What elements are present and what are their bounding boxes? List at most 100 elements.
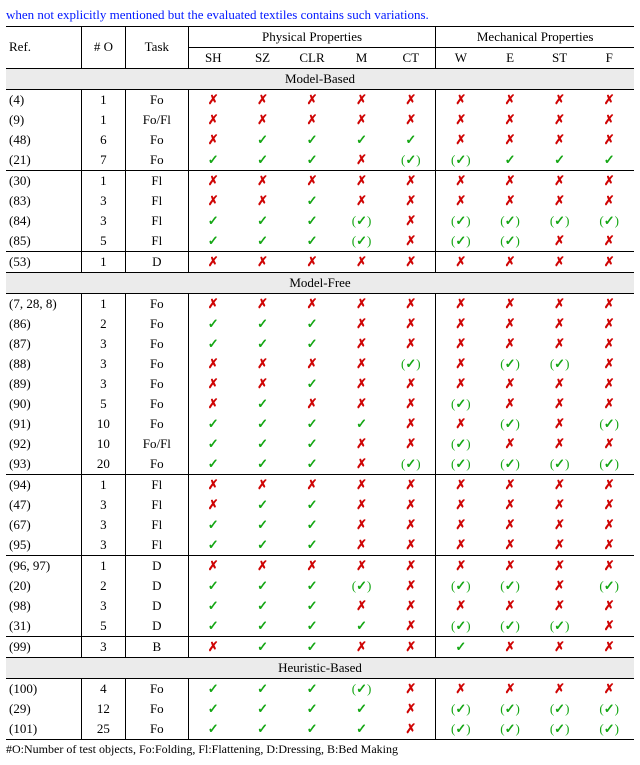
- cell-mark: ✗: [386, 374, 436, 394]
- cross-icon: ✗: [405, 558, 416, 573]
- partial-check-icon: (✓): [352, 578, 372, 593]
- cell-mark: (✓): [436, 434, 486, 454]
- cross-icon: ✗: [405, 618, 416, 633]
- cell-mark: ✗: [287, 293, 337, 314]
- cell-task: Fo/Fl: [125, 110, 188, 130]
- cell-mark: ✗: [188, 354, 238, 374]
- partial-check-icon: (✓): [550, 456, 570, 471]
- cell-task: D: [125, 251, 188, 272]
- cell-ref: (91): [6, 414, 81, 434]
- col-ref: Ref.: [6, 26, 81, 68]
- table-row: (91)10Fo✓✓✓✓✗✗(✓)✗(✓): [6, 414, 634, 434]
- partial-check-icon: (✓): [401, 152, 421, 167]
- cell-task: Fl: [125, 191, 188, 211]
- cross-icon: ✗: [455, 254, 466, 269]
- cross-icon: ✗: [505, 132, 516, 147]
- check-icon: ✓: [208, 233, 219, 248]
- cross-icon: ✗: [455, 193, 466, 208]
- check-icon: ✓: [307, 517, 318, 532]
- cell-ref: (48): [6, 130, 81, 150]
- table-row: (96, 97)1D✗✗✗✗✗✗✗✗✗: [6, 555, 634, 576]
- cell-mark: ✗: [535, 474, 585, 495]
- cell-mark: ✓: [238, 231, 288, 252]
- cell-mark: ✗: [535, 334, 585, 354]
- cell-mark: ✗: [436, 130, 486, 150]
- cell-mark: ✗: [238, 191, 288, 211]
- cross-icon: ✗: [405, 477, 416, 492]
- cell-mark: (✓): [436, 699, 486, 719]
- table-row: (94)1Fl✗✗✗✗✗✗✗✗✗: [6, 474, 634, 495]
- cross-icon: ✗: [257, 356, 268, 371]
- cross-icon: ✗: [554, 396, 565, 411]
- cell-mark: ✓: [188, 314, 238, 334]
- col-ct: CT: [386, 47, 436, 68]
- cross-icon: ✗: [405, 681, 416, 696]
- cross-icon: ✗: [505, 681, 516, 696]
- cell-mark: ✗: [188, 374, 238, 394]
- cell-task: D: [125, 576, 188, 596]
- cell-task: Fl: [125, 170, 188, 191]
- cell-mark: ✗: [535, 535, 585, 556]
- cell-task: Fl: [125, 495, 188, 515]
- cross-icon: ✗: [356, 254, 367, 269]
- check-icon: ✓: [208, 537, 219, 552]
- cell-mark: ✓: [287, 535, 337, 556]
- cell-mark: ✗: [436, 374, 486, 394]
- cross-icon: ✗: [257, 112, 268, 127]
- cross-icon: ✗: [356, 456, 367, 471]
- cell-mark: (✓): [535, 354, 585, 374]
- cell-task: D: [125, 596, 188, 616]
- check-icon: ✓: [307, 376, 318, 391]
- cell-mark: ✗: [535, 495, 585, 515]
- cell-numo: 3: [81, 495, 125, 515]
- cell-mark: ✗: [584, 394, 634, 414]
- check-icon: ✓: [208, 213, 219, 228]
- cross-icon: ✗: [604, 598, 615, 613]
- cell-numo: 3: [81, 535, 125, 556]
- cell-ref: (83): [6, 191, 81, 211]
- cell-numo: 6: [81, 130, 125, 150]
- cross-icon: ✗: [208, 173, 219, 188]
- cell-mark: ✗: [584, 374, 634, 394]
- cell-mark: ✓: [287, 596, 337, 616]
- cell-mark: ✓: [287, 454, 337, 475]
- cross-icon: ✗: [554, 132, 565, 147]
- cell-mark: ✓: [188, 150, 238, 171]
- cross-icon: ✗: [405, 376, 416, 391]
- cross-icon: ✗: [405, 497, 416, 512]
- cell-mark: (✓): [485, 454, 535, 475]
- cell-mark: ✗: [584, 89, 634, 110]
- check-icon: ✓: [307, 233, 318, 248]
- properties-table: Ref. # O Task Physical Properties Mechan…: [6, 26, 634, 740]
- cross-icon: ✗: [554, 92, 565, 107]
- cell-mark: (✓): [485, 719, 535, 740]
- cell-mark: ✗: [188, 110, 238, 130]
- section-label: Model-Free: [6, 272, 634, 293]
- cross-icon: ✗: [455, 376, 466, 391]
- cell-mark: ✗: [337, 454, 387, 475]
- cell-mark: ✗: [386, 334, 436, 354]
- cell-mark: ✗: [337, 293, 387, 314]
- table-row: (99)3B✗✓✓✗✗✓✗✗✗: [6, 636, 634, 657]
- cell-numo: 5: [81, 394, 125, 414]
- cell-ref: (86): [6, 314, 81, 334]
- cell-mark: ✗: [436, 414, 486, 434]
- cell-mark: (✓): [584, 699, 634, 719]
- cell-mark: (✓): [337, 678, 387, 699]
- cell-numo: 5: [81, 616, 125, 637]
- cell-task: D: [125, 555, 188, 576]
- cell-ref: (87): [6, 334, 81, 354]
- cell-mark: ✗: [436, 474, 486, 495]
- cross-icon: ✗: [554, 254, 565, 269]
- cross-icon: ✗: [554, 376, 565, 391]
- cross-icon: ✗: [405, 416, 416, 431]
- table-row: (93)20Fo✓✓✓✗(✓)(✓)(✓)(✓)(✓): [6, 454, 634, 475]
- cell-mark: ✗: [584, 636, 634, 657]
- cross-icon: ✗: [257, 193, 268, 208]
- cell-mark: ✗: [386, 231, 436, 252]
- cell-ref: (89): [6, 374, 81, 394]
- cell-mark: ✗: [386, 719, 436, 740]
- cross-icon: ✗: [554, 112, 565, 127]
- cross-icon: ✗: [257, 376, 268, 391]
- cross-icon: ✗: [405, 578, 416, 593]
